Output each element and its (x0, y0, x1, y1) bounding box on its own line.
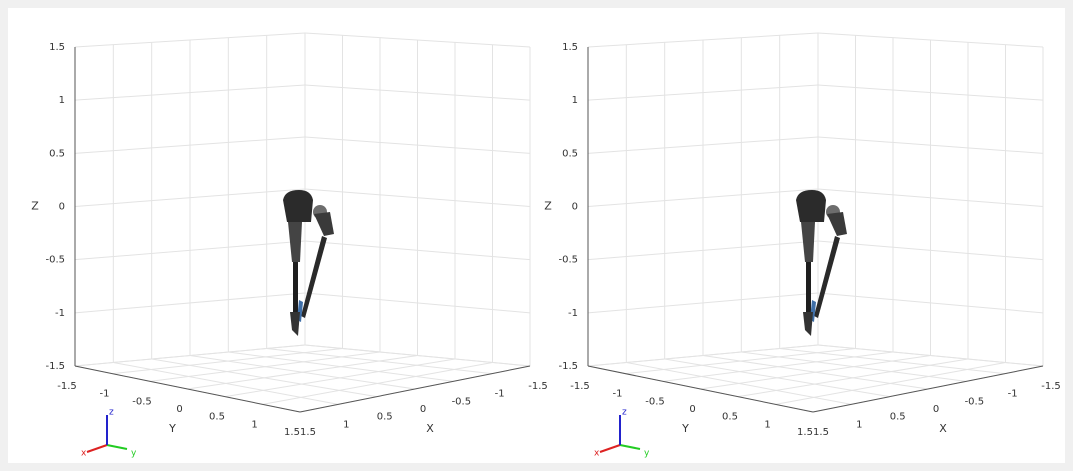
z-tick-label: 0 (572, 202, 578, 213)
x-tick-label: 0.5 (377, 412, 393, 423)
z-tick-label: 0.5 (49, 148, 65, 159)
x-tick-label: 1.5 (813, 427, 829, 438)
triad-label: y (131, 449, 137, 459)
z-axis-label: Z (31, 200, 39, 213)
y-tick-label: 1 (764, 419, 770, 430)
z-tick-label: 0 (59, 202, 65, 213)
z-tick-label: 1 (572, 95, 578, 106)
y-tick-label: -1 (100, 389, 110, 400)
x-tick-label: 1.5 (300, 427, 316, 438)
y-tick-label: 0.5 (722, 412, 738, 423)
z-tick-label: 0.5 (562, 148, 578, 159)
z-tick-label: -1 (55, 308, 65, 319)
y-tick-label: -1.5 (570, 381, 590, 392)
y-tick-label: -1 (613, 389, 623, 400)
x-tick-label: -1.5 (1041, 381, 1061, 392)
z-tick-label: -0.5 (558, 255, 578, 266)
z-tick-label: 1 (59, 95, 65, 106)
x-tick-label: -1 (495, 389, 505, 400)
y-tick-label: -1.5 (57, 381, 77, 392)
y-tick-label: 1.5 (797, 427, 813, 438)
x-tick-label: 1 (856, 419, 862, 430)
z-tick-label: 1.5 (562, 42, 578, 53)
z-tick-label: 1.5 (49, 42, 65, 53)
y-tick-label: -0.5 (132, 396, 152, 407)
y-tick-label: 0 (689, 404, 695, 415)
x-tick-label: -1.5 (528, 381, 548, 392)
triad-label: x (594, 449, 600, 459)
y-axis-label: Y (681, 422, 689, 435)
triad-label: x (81, 449, 87, 459)
x-tick-label: 0.5 (890, 412, 906, 423)
z-tick-label: -0.5 (45, 255, 65, 266)
figure-background (8, 8, 1065, 463)
x-axis-label: X (426, 422, 434, 435)
y-tick-label: 0.5 (209, 412, 225, 423)
x-axis-label: X (939, 422, 947, 435)
figure: -1.5 -1 -0.5 0 0.5 1 1.5 -1.5 -1 -0.5 0 0.5 1 1.5 -1.5… (0, 0, 1073, 471)
x-tick-label: -0.5 (965, 396, 985, 407)
z-axis-label: Z (544, 200, 552, 213)
y-tick-label: 1.5 (284, 427, 300, 438)
y-axis-label: Y (168, 422, 176, 435)
x-tick-label: 0 (933, 404, 939, 415)
y-tick-label: -0.5 (645, 396, 665, 407)
x-tick-label: 1 (343, 419, 349, 430)
x-tick-label: 0 (420, 404, 426, 415)
y-tick-label: 1 (251, 419, 257, 430)
z-tick-label: -1.5 (45, 361, 65, 372)
x-tick-label: -0.5 (452, 396, 472, 407)
triad-label: z (622, 408, 627, 418)
z-tick-label: -1 (568, 308, 578, 319)
triad-label: y (644, 449, 650, 459)
z-tick-label: -1.5 (558, 361, 578, 372)
x-tick-label: -1 (1008, 389, 1018, 400)
triad-label: z (109, 408, 114, 418)
y-tick-label: 0 (176, 404, 182, 415)
